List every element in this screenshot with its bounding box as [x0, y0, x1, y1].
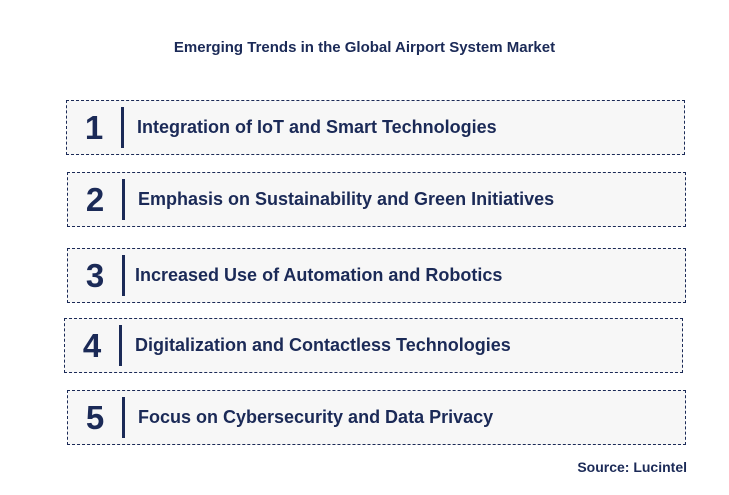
trend-item-3: 3 Increased Use of Automation and Roboti… [67, 248, 686, 303]
trend-number: 4 [82, 327, 102, 364]
trend-divider [122, 255, 125, 296]
page-title: Emerging Trends in the Global Airport Sy… [173, 39, 556, 56]
trend-number: 2 [85, 181, 105, 218]
trend-divider [122, 179, 125, 220]
trend-divider [121, 107, 124, 148]
trend-divider [122, 397, 125, 438]
trend-divider [119, 325, 122, 366]
trend-item-4: 4 Digitalization and Contactless Technol… [64, 318, 683, 373]
trend-number: 5 [85, 399, 105, 436]
trend-label: Emphasis on Sustainability and Green Ini… [138, 189, 555, 209]
trend-item-5: 5 Focus on Cybersecurity and Data Privac… [67, 390, 686, 445]
trend-number: 1 [84, 109, 104, 146]
trend-item-1: 1 Integration of IoT and Smart Technolog… [66, 100, 685, 155]
trend-number: 3 [85, 257, 105, 294]
source-credit: Source: Lucintel [577, 459, 687, 475]
trend-label: Focus on Cybersecurity and Data Privacy [138, 407, 494, 427]
trend-label: Increased Use of Automation and Robotics [135, 265, 503, 285]
trend-item-2: 2 Emphasis on Sustainability and Green I… [67, 172, 686, 227]
trend-label: Integration of IoT and Smart Technologie… [137, 117, 497, 137]
trend-label: Digitalization and Contactless Technolog… [135, 335, 511, 355]
